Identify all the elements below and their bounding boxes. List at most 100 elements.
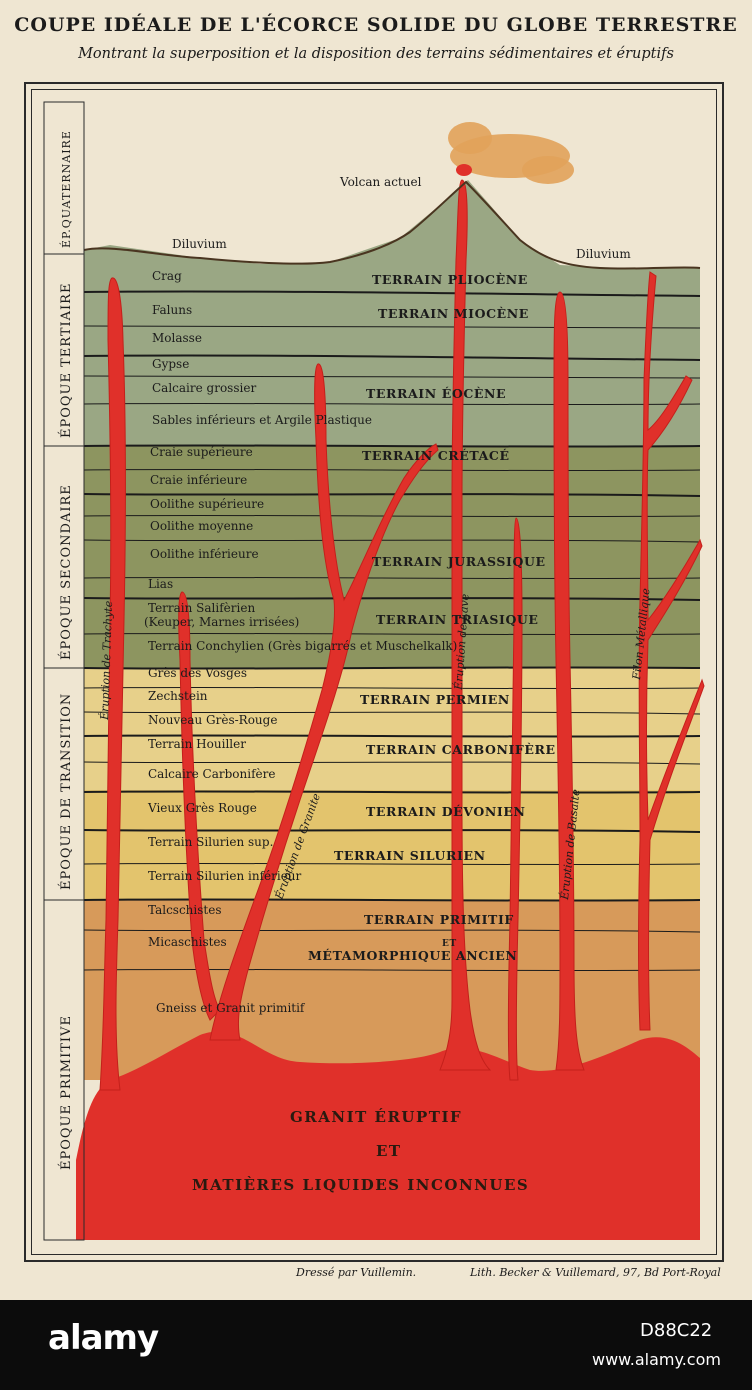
- layer-name: Nouveau Grès-Rouge: [148, 713, 277, 727]
- terrain-name: TERRAIN PLIOCÈNE: [372, 272, 528, 287]
- stratum-line: [83, 290, 701, 297]
- vein-label-trachyte: Éruption de Trachyte: [97, 600, 115, 721]
- stratum-lines: [83, 290, 701, 972]
- trachyte-vein: [99, 277, 126, 1091]
- layer-name: Talcschistes: [148, 903, 221, 917]
- layer-name: Lias: [148, 577, 173, 591]
- credit-right: Lith. Becker & Vuillemard, 97, Bd Port-R…: [470, 1266, 721, 1279]
- watermark-url: www.alamy.com: [592, 1350, 721, 1369]
- terrain-name: MÉTAMORPHIQUE ANCIEN: [308, 948, 517, 963]
- stratum-line: [83, 829, 701, 833]
- layer-name: Craie supérieure: [150, 445, 253, 459]
- stratum-line: [83, 325, 701, 329]
- layer-name: Calcaire grossier: [152, 381, 256, 395]
- metallic-vein: [638, 271, 705, 1031]
- layer-name: Craie inférieure: [150, 473, 247, 487]
- stratum-line: [83, 761, 701, 765]
- stratum-line: [83, 402, 701, 406]
- crater-fire: [456, 164, 472, 176]
- basalt-vein-thin: [508, 517, 523, 1081]
- layer-name: Calcaire Carbonifère: [148, 767, 275, 781]
- geological-section: ÉPOQUE PRIMITIVE ÉPOQUE DE TRANSITION ÉP…: [43, 101, 705, 1241]
- terrain-name: TERRAIN CARBONIFÈRE: [366, 742, 556, 757]
- eruptive-veins: [99, 179, 705, 1091]
- diluvium-left-label: Diluvium: [172, 237, 227, 251]
- vein-label-lava: Éruption de Lave: [451, 593, 472, 691]
- epoch-transition: ÉPOQUE DE TRANSITION: [58, 693, 74, 890]
- eruptive-base: [76, 1031, 700, 1240]
- layer-name: Faluns: [152, 303, 192, 317]
- stratum-line: [83, 734, 701, 738]
- layer-name: Micaschistes: [148, 935, 227, 949]
- layer-name: Terrain Salifèrien: [148, 601, 255, 615]
- smoke-cloud: [522, 156, 574, 184]
- basalt-vein: [553, 291, 585, 1071]
- terrain-name: TERRAIN ÉOCÈNE: [366, 386, 506, 401]
- stratum-line: [83, 632, 701, 636]
- layer-name: Vieux Grès Rouge: [147, 801, 257, 815]
- volcano-label: Volcan actuel: [339, 175, 422, 189]
- terrain-name: TERRAIN SILURIEN: [334, 848, 486, 863]
- layer-name: Crag: [152, 269, 182, 283]
- inner-frame: [31, 89, 717, 1255]
- terrain-name: TERRAIN PERMIEN: [360, 692, 510, 707]
- stratum-line: [83, 468, 701, 472]
- stratum-line: [83, 898, 701, 902]
- stratum-line: [83, 493, 701, 497]
- layer-name: Oolithe moyenne: [150, 519, 253, 533]
- base-line-1: GRANIT ÉRUPTIF: [290, 1108, 462, 1126]
- terrain-name: TERRAIN MIOCÈNE: [378, 306, 529, 321]
- surface-line: [83, 180, 701, 270]
- epoch-column: [43, 101, 85, 1241]
- layer-name: Terrain Silurien sup.: [148, 835, 273, 849]
- epoch-tertiary: ÉPOQUE TERTIAIRE: [58, 283, 74, 438]
- diagram-title: COUPE IDÉALE DE L'ÉCORCE SOLIDE DU GLOBE…: [14, 14, 738, 36]
- lava-vein: [439, 179, 492, 1071]
- stratum-line: [83, 514, 701, 518]
- layer-name: (Keuper, Marnes irrisées): [144, 615, 299, 629]
- stratum-line: [83, 354, 701, 361]
- diagram-subtitle: Montrant la superposition et la disposit…: [78, 46, 674, 62]
- stratum-line: [83, 968, 701, 972]
- layer-names: Crag Faluns Molasse Gypse Calcaire gross…: [144, 269, 457, 1015]
- smoke-cloud: [448, 122, 492, 154]
- terrain-name: TERRAIN CRÉTACÉ: [362, 448, 510, 463]
- volcano-smoke: [448, 122, 574, 184]
- diluvium-right-label: Diluvium: [576, 247, 631, 261]
- stratum-line: [83, 597, 701, 601]
- layer-name: Terrain Houiller: [148, 737, 246, 751]
- stratum-line: [83, 576, 701, 580]
- base-line-3: MATIÈRES LIQUIDES INCONNUES: [192, 1176, 529, 1194]
- stratum-line: [83, 375, 701, 379]
- watermark-bar: [0, 1300, 752, 1390]
- layer-name: Gneiss et Granit primitif: [156, 1001, 306, 1015]
- brand-logo: alamy: [48, 1318, 159, 1358]
- epoch-sidebar: [43, 101, 85, 1241]
- stratum-line: [83, 666, 701, 670]
- terrain-name: ET: [442, 939, 457, 949]
- layer-name: Oolithe supérieure: [150, 497, 264, 511]
- layer-name: Grès des Vosges: [148, 666, 247, 680]
- layer-name: Terrain Silurien inférieur: [148, 869, 302, 883]
- layer-name: Molasse: [152, 331, 202, 345]
- epoch-quaternary: ÉP.QUATERNAIRE: [59, 130, 73, 248]
- granite-vein-left: [178, 591, 221, 1021]
- outer-frame: [24, 82, 724, 1262]
- credit-left: Dressé par Vuillemin.: [296, 1266, 417, 1279]
- stratum-line: [83, 929, 701, 933]
- epoch-secondary: ÉPOQUE SECONDAIRE: [58, 484, 74, 660]
- layer-name: Zechstein: [148, 689, 208, 703]
- terrain-name: TERRAIN PRIMITIF: [364, 912, 514, 927]
- terrain-name: TERRAIN JURASSIQUE: [372, 554, 546, 569]
- base-line-2: ET: [376, 1142, 402, 1160]
- stratum-line: [83, 444, 701, 448]
- stratum-line: [83, 711, 701, 715]
- stratum-line: [83, 790, 701, 794]
- stratum-line: [83, 862, 701, 866]
- layer-name: Gypse: [152, 357, 189, 371]
- terrain-names: TERRAIN PLIOCÈNE TERRAIN MIOCÈNE TERRAIN…: [308, 272, 556, 963]
- terrain-name: TERRAIN TRIASIQUE: [376, 612, 539, 627]
- layer-name: Oolithe inférieure: [150, 547, 259, 561]
- epoch-primitive: ÉPOQUE PRIMITIVE: [58, 1015, 74, 1170]
- layer-name: Terrain Conchylien (Grès bigarrés et Mus…: [148, 639, 457, 653]
